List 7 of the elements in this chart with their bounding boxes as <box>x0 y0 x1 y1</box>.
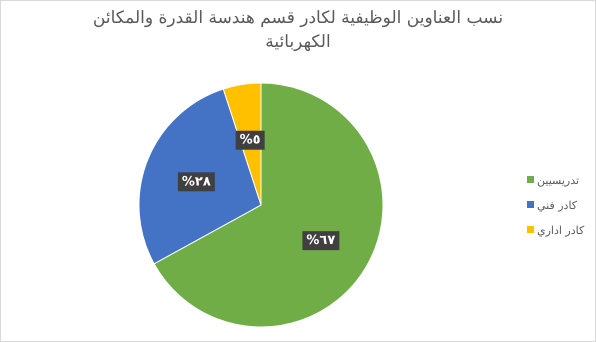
legend-label: كادر اداري <box>537 224 585 237</box>
data-label: ٢٨% <box>182 174 211 190</box>
legend-label: كادر فني <box>537 199 578 212</box>
chart-title: نسب العناوين الوظيفية لكادر قسم هندسة القدرة والمكائن الكهربائية <box>92 7 504 54</box>
legend-label: تدريسيين <box>537 174 580 187</box>
data-label: ٥% <box>240 132 261 148</box>
data-label: ٦٧% <box>306 233 336 248</box>
